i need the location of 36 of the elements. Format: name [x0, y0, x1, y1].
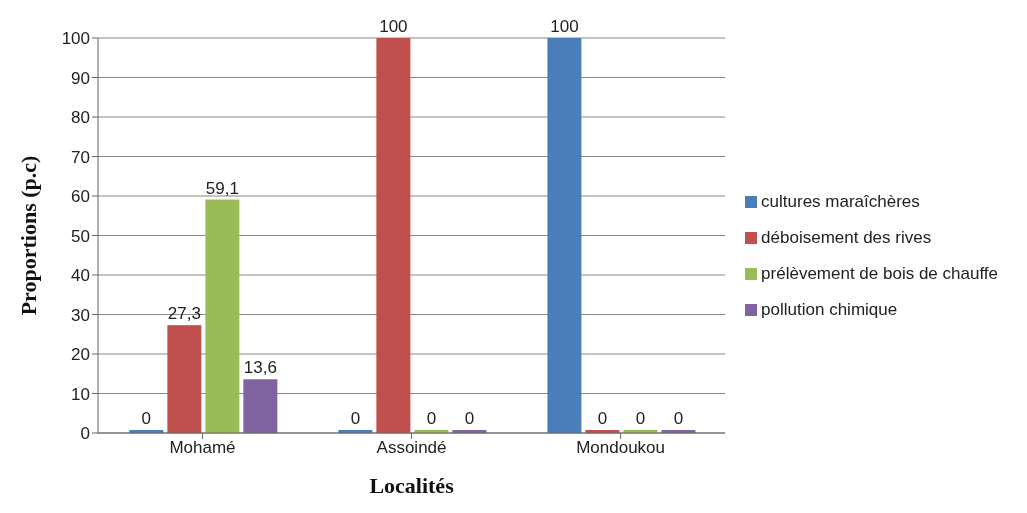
y-axis-title: Proportions (p.c) — [15, 155, 41, 316]
y-tick-label: 70 — [71, 147, 90, 167]
x-tick-label: Assoindé — [376, 438, 447, 458]
legend-label: prélèvement de bois de chauffe — [761, 263, 998, 283]
y-tick-label: 90 — [71, 68, 90, 88]
data-label: 0 — [426, 409, 437, 428]
bar — [205, 199, 240, 433]
y-tick-label: 20 — [71, 345, 90, 365]
y-tick-label: 40 — [71, 266, 90, 286]
data-label: 100 — [550, 17, 579, 36]
x-tick-label: Mohamé — [169, 438, 236, 458]
legend-label: cultures maraîchères — [761, 191, 920, 211]
bar — [376, 38, 411, 433]
bar — [167, 325, 202, 433]
data-label: 0 — [141, 409, 152, 428]
data-label: 0 — [464, 409, 475, 428]
y-tick-label: 10 — [71, 384, 90, 404]
data-label: 59,1 — [205, 178, 239, 198]
y-tick-label: 0 — [80, 424, 90, 444]
data-label: 100 — [379, 17, 408, 36]
y-tick-label: 60 — [71, 187, 90, 207]
x-axis-title: Localités — [369, 473, 455, 498]
bar — [547, 38, 582, 433]
legend-label: déboisement des rives — [761, 227, 932, 247]
data-label: 0 — [635, 409, 646, 428]
y-tick-label: 30 — [71, 305, 90, 325]
y-tick-label: 80 — [71, 108, 90, 128]
data-label: 0 — [673, 409, 684, 428]
legend-label: pollution chimique — [761, 299, 898, 319]
y-tick-label: 50 — [71, 226, 90, 246]
data-label: 0 — [350, 409, 361, 428]
y-tick-label: 100 — [61, 29, 90, 49]
data-label: 0 — [597, 409, 608, 428]
data-label: 13,6 — [243, 358, 277, 378]
x-tick-label: Mondoukou — [576, 438, 665, 458]
data-label: 27,3 — [167, 304, 201, 324]
